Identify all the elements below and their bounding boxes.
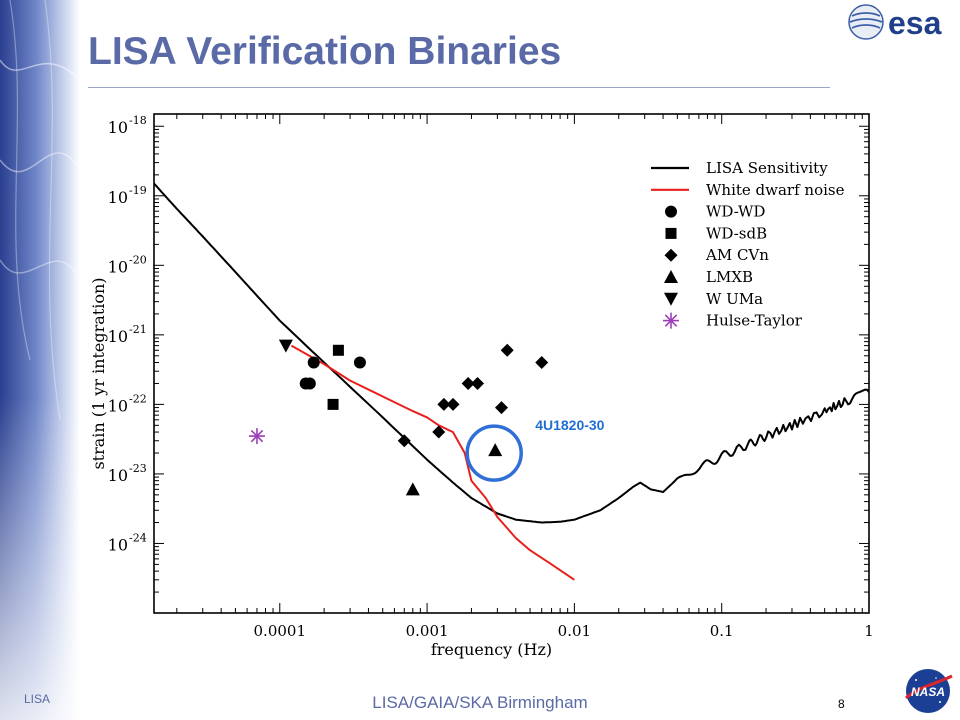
page-number: 8 (838, 697, 845, 711)
data-points (248, 339, 549, 496)
x-axis-label: frequency (Hz) (431, 640, 552, 659)
y-tick-base: 10 (108, 327, 128, 346)
legend-marker (664, 270, 678, 283)
point-wd-sdb (327, 398, 339, 410)
x-tick-label: 0.001 (406, 622, 449, 640)
y-tick-label: 10 -20 (108, 253, 147, 276)
point-am-cvn (494, 401, 508, 415)
y-tick-exponent: -19 (129, 184, 147, 197)
highlight-circle (465, 424, 523, 482)
esa-logo-text: esa (888, 5, 942, 41)
x-tick-label: 0.0001 (254, 622, 306, 640)
y-tick-label: 10 -22 (108, 392, 147, 415)
nasa-logo: NASA (905, 669, 953, 713)
title-divider (88, 87, 830, 88)
footer-center-label: LISA/GAIA/SKA Birmingham (372, 693, 588, 712)
annotations: 4U1820-30 (465, 417, 605, 482)
point-am-cvn (500, 343, 514, 357)
nasa-logo-text: NASA (911, 685, 945, 699)
legend-label: White dwarf noise (706, 181, 845, 199)
y-tick-label: 10 -21 (108, 323, 147, 346)
y-tick-label: 10 -19 (108, 184, 147, 207)
y-tick-base: 10 (108, 118, 128, 137)
y-tick-exponent: -21 (129, 323, 147, 336)
side-decoration (0, 0, 80, 720)
x-tick-label: 0.1 (710, 622, 734, 640)
legend-marker (664, 292, 678, 306)
y-tick-exponent: -24 (129, 531, 147, 544)
point-lmxb (405, 482, 420, 496)
y-tick-base: 10 (108, 396, 128, 415)
y-tick-label: 10 -23 (108, 462, 147, 485)
legend-label: LMXB (706, 268, 753, 286)
y-tick-base: 10 (108, 466, 128, 485)
legend-label: Hulse-Taylor (706, 312, 803, 330)
point-am-cvn (437, 397, 451, 411)
point-wd-sdb (332, 344, 344, 356)
legend: LISA Sensitivity White dwarf noise WD-WD WD… (651, 159, 845, 330)
esa-logo: esa (848, 4, 942, 41)
x-tick-label: 1 (864, 622, 874, 640)
legend-label: LISA Sensitivity (706, 159, 828, 177)
y-tick-label: 10 -18 (108, 114, 147, 137)
footer-left-label: LISA (24, 692, 51, 706)
point-lmxb (488, 443, 503, 457)
point-hulse-taylor (248, 428, 265, 445)
y-tick-exponent: -22 (129, 392, 147, 405)
legend-label: WD-WD (706, 203, 765, 221)
plot-frame (153, 113, 870, 614)
y-tick-exponent: -23 (129, 462, 147, 475)
point-am-cvn (471, 376, 485, 390)
data-lines (154, 182, 869, 581)
x-tick-label: 0.01 (558, 622, 591, 640)
y-tick-label: 10 -24 (108, 531, 147, 554)
point-am-cvn (397, 434, 411, 448)
annotation-label: 4U1820-30 (535, 417, 604, 433)
point-w-uma (278, 339, 293, 353)
line-white-dwarf-noise (290, 344, 575, 581)
y-tick-base: 10 (108, 188, 128, 207)
legend-marker (665, 205, 677, 218)
slide-title: LISA Verification Binaries (88, 30, 562, 73)
legend-label: AM CVn (705, 246, 769, 264)
legend-marker (665, 227, 677, 239)
y-tick-exponent: -20 (129, 253, 147, 266)
point-am-cvn (461, 376, 475, 390)
point-am-cvn (432, 425, 446, 439)
legend-marker (664, 248, 678, 262)
y-tick-exponent: -18 (129, 114, 147, 127)
legend-label: W UMa (706, 290, 763, 308)
y-tick-base: 10 (108, 535, 128, 554)
legend-label: WD-sdB (706, 224, 767, 242)
legend-marker (663, 312, 679, 329)
line-lisa-sensitivity (154, 182, 869, 524)
y-tick-base: 10 (108, 257, 128, 276)
point-wd-wd (307, 356, 320, 369)
point-wd-wd (303, 377, 316, 390)
point-am-cvn (446, 397, 460, 411)
y-axis-label: strain (1 yr integration) (89, 277, 108, 469)
point-wd-wd (353, 356, 366, 369)
point-am-cvn (535, 356, 549, 370)
